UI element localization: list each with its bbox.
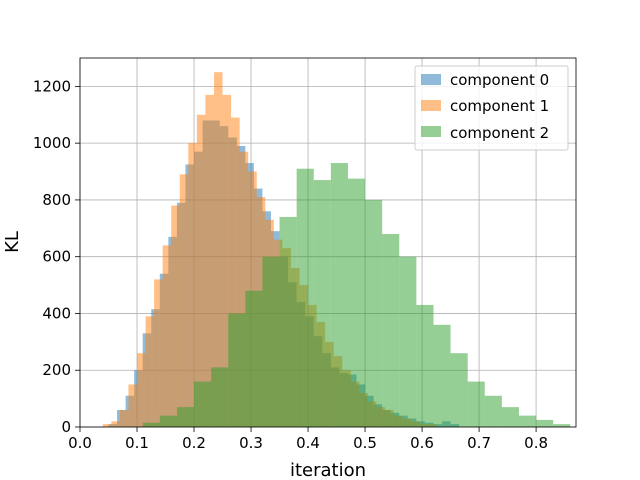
histogram-bar [279,216,297,427]
y-tick-label: 1200 [33,77,71,95]
histogram-bar [196,114,206,428]
histogram-bar [205,94,214,428]
legend-box [414,65,569,151]
histogram-bar [313,180,331,427]
histogram-bar [176,407,195,427]
histogram-bar [365,199,383,427]
histogram-bar [501,407,519,427]
y-tick-label: 400 [42,304,71,322]
histogram-bar [399,256,417,427]
histogram-bar [330,163,348,427]
legend-swatch-1 [421,100,441,111]
x-tick-label: 0.2 [182,434,206,452]
histogram-bar [536,419,554,427]
x-tick-label: 0.5 [353,434,377,452]
y-axis-ticks: 0 200 400 600 800 1000 1200 [33,77,80,436]
legend-label-1: component 1 [450,97,549,115]
histogram-bar [137,353,146,427]
histogram-bar [518,415,537,427]
series-2-bars [142,163,571,427]
histogram-bar [231,117,240,427]
histogram-bar [142,422,160,427]
histogram-bar [128,384,138,427]
x-tick-label: 0.0 [68,434,92,452]
histogram-bar [467,381,485,427]
histogram-bar [222,94,232,428]
legend-swatch-0 [421,74,441,85]
histogram-bar [553,424,571,427]
histogram-bar [179,174,189,427]
histogram-bar [433,324,451,427]
histogram-bar [347,178,366,427]
histogram-bar [484,395,502,427]
histogram-bar [188,143,197,427]
legend-label-0: component 0 [450,71,549,89]
y-tick-label: 800 [42,191,71,209]
histogram-bar [382,233,400,427]
legend: component 0 component 1 component 2 [414,65,569,151]
histogram-bar [450,353,468,427]
histogram-bar [194,381,212,427]
histogram-bars [102,72,571,428]
y-tick-label: 1000 [33,134,71,152]
histogram-bar [159,415,177,427]
histogram-bar [245,290,263,427]
histogram-bar [154,279,163,427]
histogram-bar [111,421,120,427]
histogram-bar [416,304,434,427]
y-axis-label: KL [2,231,23,253]
histogram-bar [145,316,155,427]
histogram-bar [211,367,229,427]
x-axis-label: iteration [290,460,366,480]
histogram-bar [102,424,112,427]
legend-label-2: component 2 [450,124,549,142]
histogram-bar [162,245,172,427]
x-tick-label: 0.7 [467,434,491,452]
histogram-bar [213,72,223,427]
legend-swatch-2 [421,126,441,137]
x-tick-label: 0.3 [239,434,263,452]
x-axis-ticks: 0.0 0.1 0.2 0.3 0.4 0.5 0.6 0.7 0.8 [68,427,548,452]
histogram-bar [171,205,180,427]
x-tick-label: 0.1 [125,434,149,452]
x-tick-label: 0.4 [296,434,320,452]
y-tick-label: 0 [61,418,71,436]
x-tick-label: 0.8 [524,434,548,452]
x-tick-label: 0.6 [410,434,434,452]
histogram-bar [296,168,314,427]
plot-frame [79,57,577,428]
histogram-bar [228,313,246,427]
histogram-bar [119,409,129,427]
y-tick-label: 600 [42,248,71,266]
histogram-bar [262,256,280,427]
y-tick-label: 200 [42,361,71,379]
histogram-bar [239,151,249,427]
